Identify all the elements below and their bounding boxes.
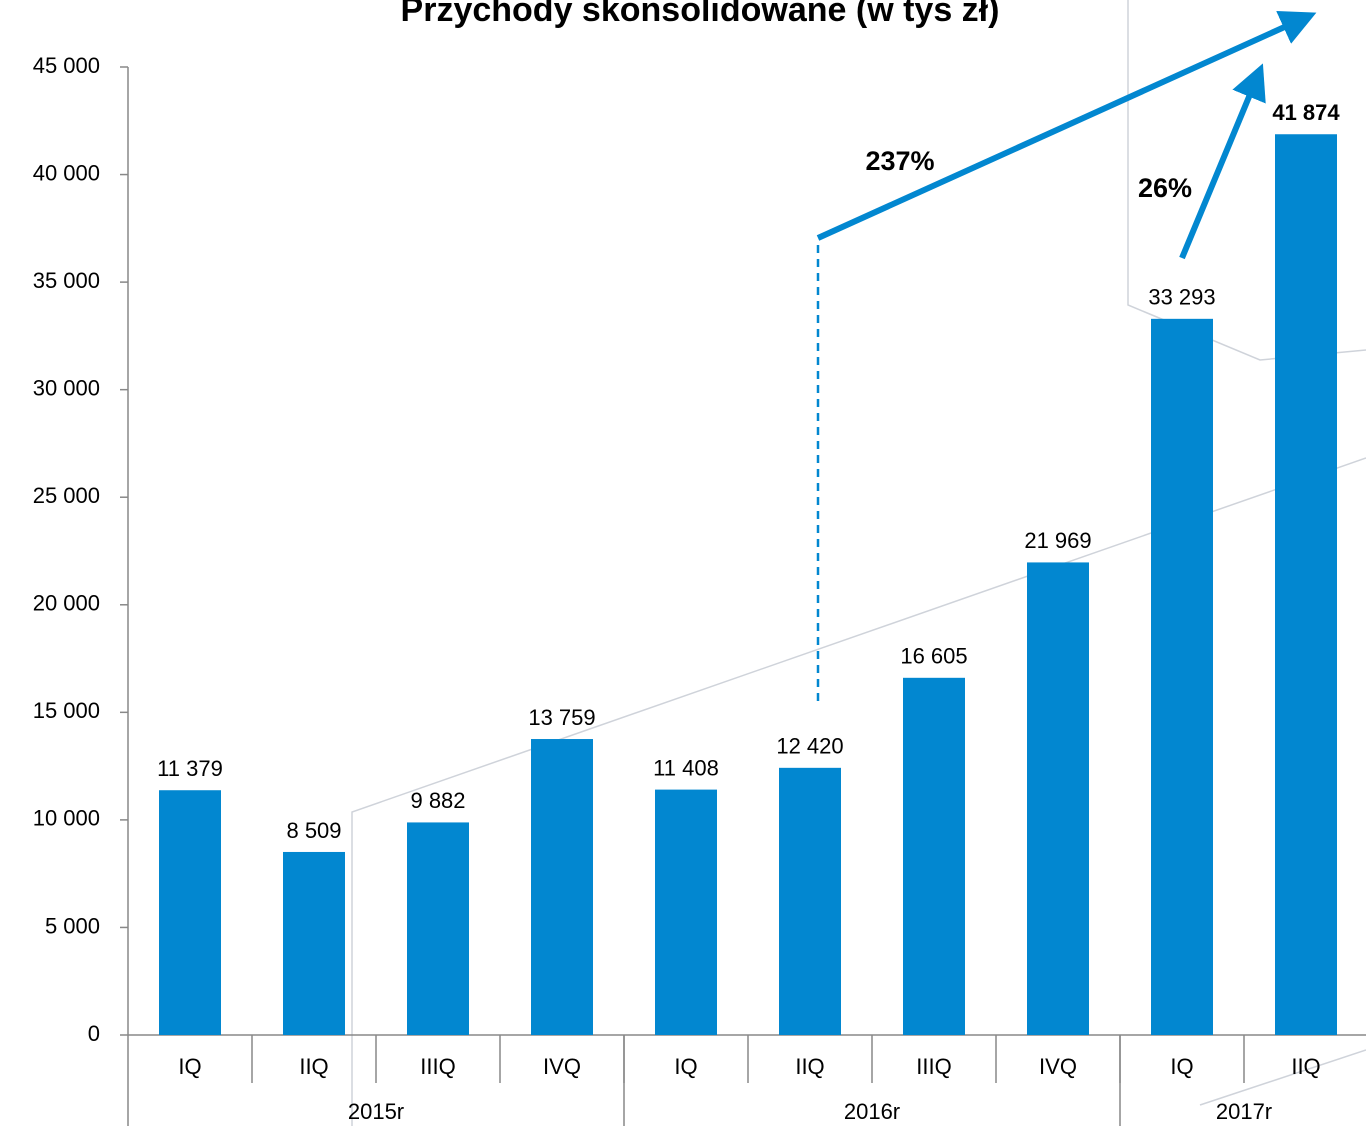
- y-tick-label: 15 000: [33, 698, 100, 723]
- y-tick-label: 30 000: [33, 375, 100, 400]
- y-tick-label: 20 000: [33, 591, 100, 616]
- bar: [407, 822, 469, 1035]
- y-tick-label: 45 000: [33, 53, 100, 78]
- bar: [1275, 134, 1337, 1036]
- group-label: 2015r: [348, 1099, 404, 1124]
- arrow: [816, 11, 1317, 241]
- x-tick-label: IVQ: [543, 1054, 581, 1079]
- bar: [531, 739, 593, 1035]
- value-label: 12 420: [776, 734, 843, 759]
- arrow: [1179, 63, 1266, 260]
- x-tick-label: IIQ: [795, 1054, 824, 1079]
- annotation: 237%: [865, 146, 934, 176]
- x-tick-label: IQ: [674, 1054, 697, 1079]
- y-tick-label: 5 000: [45, 913, 100, 938]
- value-label: 8 509: [286, 818, 341, 843]
- value-label: 33 293: [1148, 285, 1215, 310]
- group-label: 2017r: [1216, 1099, 1272, 1124]
- x-tick-label: IIQ: [1291, 1054, 1320, 1079]
- bar: [1151, 318, 1213, 1035]
- decor-line: [351, 457, 1366, 1126]
- y-tick-label: 10 000: [33, 806, 100, 831]
- value-label: 11 379: [157, 756, 223, 781]
- bar: [903, 677, 965, 1035]
- y-tick-label: 25 000: [33, 483, 100, 508]
- decor-line: [1199, 1049, 1366, 1106]
- x-tick-label: IIIQ: [916, 1054, 951, 1079]
- chart-title: Przychody skonsolidowane (w tys zł): [401, 0, 1000, 29]
- x-tick-label: IQ: [178, 1054, 201, 1079]
- x-tick-label: IVQ: [1039, 1054, 1077, 1079]
- value-label: 41 874: [1272, 100, 1340, 125]
- bar: [159, 790, 221, 1035]
- annotation: 26%: [1138, 173, 1192, 203]
- y-tick-label: 0: [88, 1021, 100, 1046]
- x-tick-label: IIQ: [299, 1054, 328, 1079]
- group-label: 2016r: [844, 1099, 900, 1124]
- value-label: 16 605: [900, 644, 967, 669]
- value-label: 13 759: [528, 705, 595, 730]
- y-tick-label: 40 000: [33, 160, 100, 185]
- bar: [283, 851, 345, 1035]
- value-label: 21 969: [1024, 528, 1091, 553]
- value-label: 11 408: [653, 755, 719, 780]
- value-label: 9 882: [410, 788, 465, 813]
- bar: [1027, 562, 1089, 1035]
- bar: [779, 767, 841, 1035]
- x-tick-label: IIIQ: [420, 1054, 455, 1079]
- x-tick-label: IQ: [1170, 1054, 1193, 1079]
- bar: [655, 789, 717, 1035]
- y-tick-label: 35 000: [33, 268, 100, 293]
- decor: [351, 0, 1366, 1126]
